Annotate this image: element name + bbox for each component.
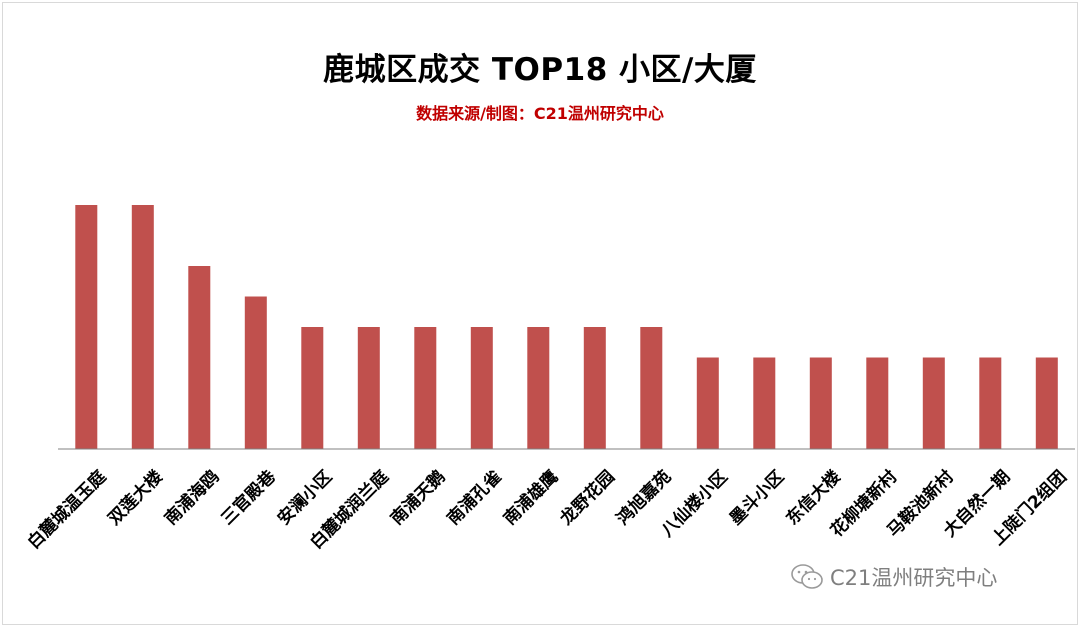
bar-11 <box>640 327 663 449</box>
bar-17 <box>979 357 1002 449</box>
x-tick-label: 白麓城温玉庭 <box>23 466 110 553</box>
bar-5 <box>301 327 324 449</box>
chart-subtitle: 数据来源/制图：C21温州研究中心 <box>416 104 664 123</box>
x-tick-label: 南浦海鸥 <box>160 466 223 529</box>
bar-16 <box>922 357 945 449</box>
bar-2 <box>131 205 154 449</box>
wechat-icon <box>791 564 823 589</box>
x-tick-label: 南浦天鹅 <box>386 466 449 529</box>
x-tick-label: 三官殿巷 <box>217 465 281 529</box>
x-tick-label: 墨斗小区 <box>726 467 788 529</box>
bar-3 <box>188 266 211 449</box>
x-tick-label: 双莲大楼 <box>104 466 167 529</box>
bar-14 <box>809 357 832 449</box>
bar-6 <box>357 327 380 449</box>
chart-title: 鹿城区成交 TOP18 小区/大厦 <box>323 52 757 88</box>
bar-7 <box>414 327 437 449</box>
bar-13 <box>753 357 776 449</box>
x-tick-label: 龙野花园 <box>555 466 619 530</box>
bar-18 <box>1035 357 1058 449</box>
x-tick-label: 南浦雄鹰 <box>499 466 562 529</box>
bar-1 <box>75 205 98 449</box>
bar-15 <box>866 357 889 449</box>
bar-8 <box>470 327 493 449</box>
watermark-text: C21温州研究中心 <box>830 566 998 590</box>
bar-4 <box>244 296 267 449</box>
bar-12 <box>696 357 719 449</box>
x-tick-label: 南浦孔雀 <box>443 466 506 529</box>
bar-9 <box>527 327 550 449</box>
bar-10 <box>583 327 606 449</box>
watermark: C21温州研究中心 <box>790 562 997 592</box>
